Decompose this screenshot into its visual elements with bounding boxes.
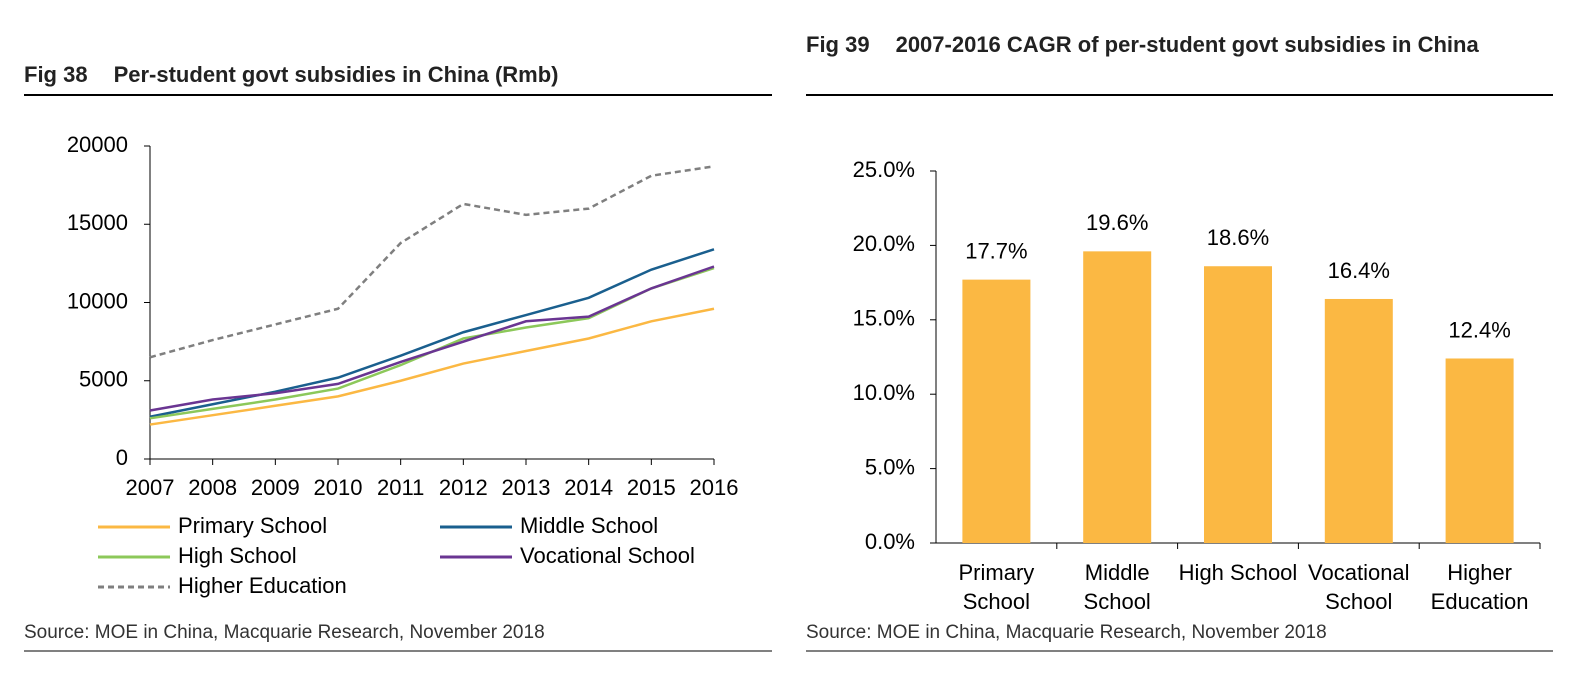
source: Source: MOE in China, Macquarie Research… [806, 622, 1327, 643]
source: Source: MOE in China, Macquarie Research… [24, 622, 545, 643]
legend-label: Vocational School [520, 543, 695, 568]
x-tick-label: 2016 [690, 475, 739, 500]
x-tick-label: High School [1178, 560, 1298, 585]
fig-label: Fig 38 [24, 62, 88, 87]
x-tick-label: 2014 [564, 475, 613, 500]
y-tick-label: 20000 [67, 132, 128, 157]
y-tick-label: 10000 [67, 288, 128, 313]
x-tick-label: 2009 [251, 475, 300, 500]
fig-label: Fig 39 [806, 32, 870, 57]
x-tick-label: 2008 [188, 475, 237, 500]
bar [962, 279, 1031, 543]
series-line [149, 307, 715, 426]
legend-label: High School [178, 543, 297, 568]
bar [1324, 298, 1393, 543]
legend-label: Primary School [178, 513, 327, 538]
x-tick-label: 2010 [314, 475, 363, 500]
series-line [149, 265, 715, 412]
y-tick-label: 5000 [79, 367, 128, 392]
y-tick-label: 15000 [67, 210, 128, 235]
value-label: 19.6% [1086, 210, 1148, 235]
x-tick-label: 2013 [502, 475, 551, 500]
x-tick-label: Higher Education [1430, 560, 1529, 614]
x-tick-label: 2011 [377, 475, 424, 500]
bar [1083, 251, 1152, 544]
x-tick-label: 2012 [439, 475, 488, 500]
y-tick-label: 10.0% [853, 380, 915, 405]
value-label: 16.4% [1328, 258, 1390, 283]
y-tick-label: 0.0% [865, 529, 915, 554]
x-tick-label: Middle School [1083, 560, 1151, 614]
y-tick-label: 0 [116, 445, 128, 470]
legend-label: Higher Education [178, 573, 347, 598]
title: Fig 38 Per-student govt subsidies in Chin… [24, 60, 772, 89]
y-tick-label: 20.0% [853, 231, 915, 256]
x-tick-label: 2015 [627, 475, 676, 500]
title: Fig 39 2007-2016 CAGR of per-student govt… [806, 30, 1526, 59]
y-tick-label: 15.0% [853, 306, 915, 331]
series-line [149, 248, 715, 418]
value-label: 18.6% [1207, 225, 1269, 250]
value-label: 17.7% [965, 238, 1027, 263]
value-label: 12.4% [1448, 317, 1510, 342]
bar [1204, 266, 1272, 543]
bar [1445, 358, 1514, 543]
y-tick-label: 5.0% [865, 454, 915, 479]
x-tick-label: Vocational School [1308, 560, 1410, 614]
y-tick-label: 25.0% [853, 157, 915, 182]
chart-title: Per-student govt subsidies in China (Rmb… [113, 62, 559, 87]
chart-title: 2007-2016 CAGR of per-student govt subsi… [895, 32, 1479, 57]
series-line [149, 165, 715, 359]
x-tick-label: Primary School [958, 560, 1035, 614]
x-tick-label: 2007 [126, 475, 175, 500]
legend-label: Middle School [520, 513, 658, 538]
